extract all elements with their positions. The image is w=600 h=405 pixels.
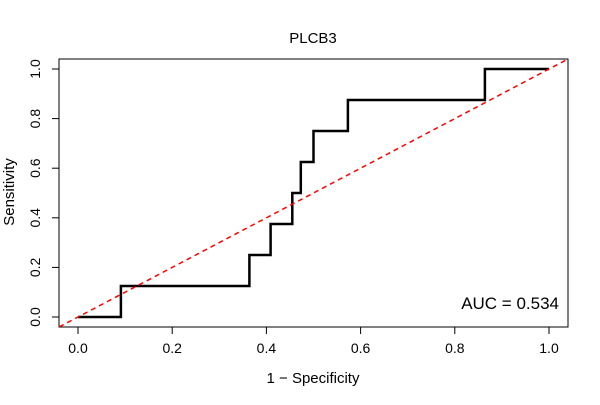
y-tick-label: 1.0 [27,59,43,79]
x-tick-label: 1.0 [539,340,559,356]
x-tick-label: 0.8 [445,340,465,356]
y-tick-label: 0.8 [27,109,43,129]
y-tick-label: 0.2 [27,257,43,277]
x-tick-label: 0.6 [351,340,371,356]
x-tick-label: 0.2 [162,340,182,356]
x-tick-label: 0.4 [257,340,277,356]
plot-layer: 0.0 0.2 0.4 0.6 0.8 1.0 0.0 0.2 0.4 0.6 0.8 1.0 [27,58,569,356]
y-axis-label: Sensitivity [1,158,18,226]
chance-diagonal-line [59,59,568,327]
auc-annotation: AUC = 0.534 [461,294,559,313]
roc-curve-line [78,67,549,319]
y-tick-label: 0.6 [27,158,43,178]
y-tick-label: 0.0 [27,307,43,327]
x-tick-label: 0.0 [68,340,88,356]
chart-title: PLCB3 [289,30,337,47]
y-tick-label: 0.4 [27,208,43,228]
x-axis-label: 1 − Specificity [267,370,360,387]
